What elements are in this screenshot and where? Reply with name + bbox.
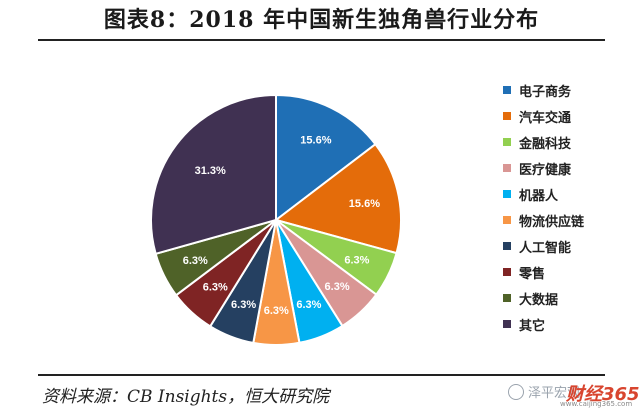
legend-swatch: [503, 242, 511, 250]
bottom-rule: [38, 374, 605, 376]
pie-slice-label-8: 6.3%: [203, 282, 228, 294]
legend-item-10: 其它: [503, 311, 584, 337]
watermark: 泽平宏观: [508, 382, 580, 401]
pie-slice-2: [273, 142, 402, 255]
legend-label: 大数据: [519, 292, 559, 308]
legend-swatch: [503, 268, 511, 276]
legend-swatch: [503, 164, 511, 172]
legend-swatch: [503, 138, 511, 146]
brand-logo: 财经365: [566, 384, 640, 405]
pie-labels: 15.6%15.6%6.3%6.3%6.3%6.3%6.3%6.3%6.3%31…: [183, 134, 380, 317]
legend-swatch: [503, 112, 511, 120]
legend-item-9: 大数据: [503, 285, 584, 311]
legend-item-6: 物流供应链: [503, 207, 584, 233]
legend-item-7: 人工智能: [503, 233, 584, 259]
chart-title: 图表8：2018 年中国新生独角兽行业分布: [103, 7, 540, 33]
pie-slice-label-10: 31.3%: [195, 165, 226, 177]
legend-swatch: [503, 190, 511, 198]
pie-slice-label-2: 15.6%: [349, 198, 380, 210]
legend-swatch: [503, 216, 511, 224]
legend-swatch: [503, 86, 511, 94]
pie-slice-label-9: 6.3%: [183, 255, 208, 267]
pie-slice-label-5: 6.3%: [296, 299, 321, 311]
legend-label: 人工智能: [519, 240, 572, 256]
pie-slices: [150, 93, 402, 346]
wechat-icon: [508, 384, 524, 400]
legend-item-8: 零售: [503, 259, 584, 285]
legend-swatch: [503, 320, 511, 328]
legend-label: 物流供应链: [519, 214, 585, 230]
legend-label: 零售: [519, 266, 546, 282]
brand-url: www.caijing365.com: [560, 400, 633, 408]
legend-label: 机器人: [519, 188, 559, 204]
legend-item-3: 金融科技: [503, 129, 584, 155]
legend-item-1: 电子商务: [503, 77, 584, 103]
legend-swatch: [503, 294, 511, 302]
chart-legend: 电子商务汽车交通金融科技医疗健康机器人物流供应链人工智能零售大数据其它: [503, 77, 584, 337]
legend-label: 汽车交通: [519, 110, 572, 126]
pie-slice-label-4: 6.3%: [325, 281, 350, 293]
pie-slice-label-7: 6.3%: [231, 299, 256, 311]
pie-slice-label-6: 6.3%: [264, 305, 289, 317]
pie-slice-label-3: 6.3%: [344, 255, 369, 267]
pie-slice-label-1: 15.6%: [300, 134, 331, 146]
legend-label: 电子商务: [519, 84, 572, 100]
legend-item-4: 医疗健康: [503, 155, 584, 181]
top-rule: [38, 39, 605, 41]
legend-label: 其它: [519, 318, 546, 334]
source-note: 资料来源：CB Insights，恒大研究院: [42, 387, 330, 407]
legend-item-5: 机器人: [503, 181, 584, 207]
pie-slice-10: [150, 93, 277, 256]
legend-item-2: 汽车交通: [503, 103, 584, 129]
watermark-text: 泽平宏观: [528, 386, 581, 401]
legend-label: 金融科技: [519, 136, 572, 152]
legend-label: 医疗健康: [519, 162, 572, 178]
pie-slice-1: [275, 93, 377, 223]
